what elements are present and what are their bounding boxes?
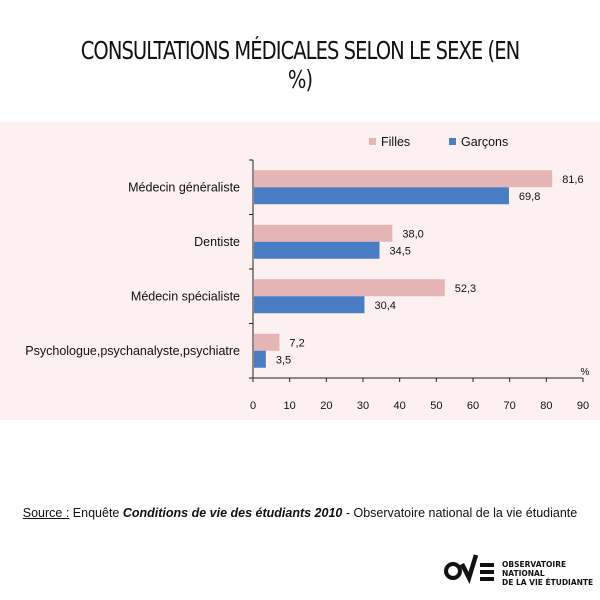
legend-label: Garçons	[461, 135, 508, 149]
legend-swatch-filles	[369, 138, 376, 145]
bar-filles	[254, 170, 553, 188]
source-note: Source : Enquête Conditions de vie des é…	[0, 506, 600, 520]
source-survey-title: Conditions de vie des étudiants 2010	[122, 506, 343, 520]
ove-logo-mark	[444, 554, 494, 585]
data-label: 69,8	[519, 191, 540, 203]
category-label: Psychologue,psychanalyste,psychiatre	[25, 344, 240, 358]
category-label: Médecin généraliste	[128, 180, 240, 194]
source-label: Source :	[22, 506, 70, 520]
bar-garcons	[254, 350, 266, 368]
data-label: 30,4	[374, 300, 395, 312]
logo-line-2: DE LA VIE ÉTUDIANTE	[502, 578, 594, 587]
data-label: 52,3	[455, 283, 476, 295]
bar-garcons	[254, 187, 509, 205]
category-label: Médecin spécialiste	[131, 289, 240, 303]
logo-line-1: OBSERVATOIRE NATIONAL	[502, 560, 567, 578]
x-tick-label: 20	[320, 400, 332, 412]
category-label: Dentiste	[194, 235, 240, 249]
x-tick-label: 10	[284, 400, 296, 412]
data-label: 38,0	[402, 228, 423, 240]
x-unit-label: %	[581, 367, 590, 378]
x-tick-label: 90	[577, 400, 589, 412]
data-label: 81,6	[562, 174, 583, 186]
x-tick-label: 70	[504, 400, 516, 412]
x-tick-label: 0	[250, 400, 256, 412]
data-label: 3,5	[276, 354, 291, 366]
logo-text: OBSERVATOIRE NATIONAL DE LA VIE ÉTUDIANT…	[502, 560, 594, 587]
chart-title: CONSULTATIONS MÉDICALES SELON LE SEXE (E…	[80, 36, 520, 94]
legend-swatch-garcons	[449, 138, 456, 145]
bar-filles	[254, 224, 393, 242]
source-pre: Enquête	[69, 506, 123, 520]
x-tick-label: 40	[394, 400, 406, 412]
data-label: 7,2	[289, 337, 304, 349]
legend-label: Filles	[381, 135, 410, 149]
bar-filles	[254, 279, 445, 297]
x-tick-label: 60	[467, 400, 479, 412]
chart-area: 0 10 20 30 40 50 60 70 80 90% Médecin généraliste 8…	[0, 122, 600, 420]
bar-garcons	[254, 241, 380, 259]
bar-chart: 0 10 20 30 40 50 60 70 80 90% Médecin généraliste 8…	[25, 135, 590, 412]
bar-filles	[254, 333, 280, 351]
x-tick-label: 50	[430, 400, 442, 412]
bar-garcons	[254, 296, 365, 314]
data-label: 34,5	[390, 245, 411, 257]
ove-logo: OBSERVATOIRE NATIONAL DE LA VIE ÉTUDIANT…	[444, 551, 594, 587]
x-tick-label: 80	[540, 400, 552, 412]
source-post: - Observatoire national de la vie étudia…	[342, 506, 578, 520]
x-tick-label: 30	[357, 400, 369, 412]
